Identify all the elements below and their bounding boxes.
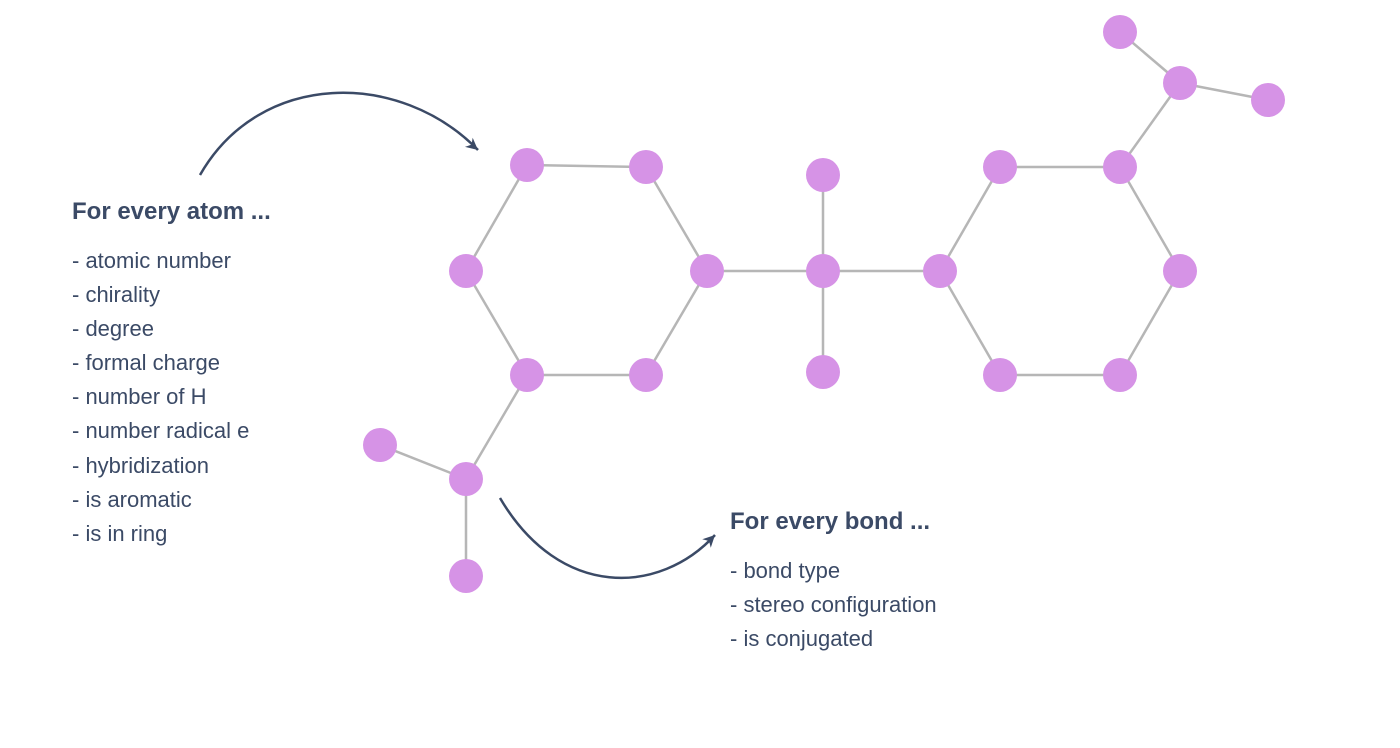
atom-heading: For every atom ... [72, 198, 271, 226]
atom-node [806, 355, 840, 389]
molecule-nodes [363, 15, 1285, 593]
bond-edge [940, 167, 1000, 271]
bond-features-block: For every bond ... - bond type- stereo c… [730, 508, 937, 656]
bond-edge [646, 271, 707, 375]
bond-item: - is conjugated [730, 622, 937, 656]
atom-node [449, 559, 483, 593]
bond-item: - bond type [730, 554, 937, 588]
atom-node [363, 428, 397, 462]
bond-edge [380, 445, 466, 479]
atom-node [983, 150, 1017, 184]
bond-heading: For every bond ... [730, 508, 937, 536]
atom-item: - hybridization [72, 449, 271, 483]
bond-items-list: - bond type- stereo configuration- is co… [730, 554, 937, 656]
atom-node [1103, 150, 1137, 184]
bond-edge [1120, 167, 1180, 271]
atom-item: - is aromatic [72, 483, 271, 517]
atom-node [923, 254, 957, 288]
bond-edge [466, 165, 527, 271]
atom_arrow [200, 93, 478, 175]
atom-features-block: For every atom ... - atomic number- chir… [72, 198, 271, 551]
bond-edge [1180, 83, 1268, 100]
bond-edge [466, 271, 527, 375]
bond-edge [940, 271, 1000, 375]
atom-node [806, 158, 840, 192]
atom-node [1251, 83, 1285, 117]
arrow-head [702, 535, 715, 548]
bond-edge [527, 165, 646, 167]
atom-item: - degree [72, 312, 271, 346]
atom-node [1103, 15, 1137, 49]
bond_arrow [500, 498, 715, 578]
atom-node [983, 358, 1017, 392]
bond-edge [1120, 32, 1180, 83]
bond-edge [466, 375, 527, 479]
annotation-arrows [200, 93, 715, 578]
atom-item: - number of H [72, 380, 271, 414]
atom-node [1163, 66, 1197, 100]
atom-node [629, 150, 663, 184]
bond-edge [646, 167, 707, 271]
atom-item: - chirality [72, 278, 271, 312]
atom-node [510, 148, 544, 182]
atom-item: - atomic number [72, 244, 271, 278]
bond-edge [1120, 271, 1180, 375]
bond-item: - stereo configuration [730, 588, 937, 622]
atom-item: - number radical e [72, 414, 271, 448]
atom-node [449, 254, 483, 288]
atom-node [510, 358, 544, 392]
bond-edge [1120, 83, 1180, 167]
atom-node [449, 462, 483, 496]
atom-items-list: - atomic number- chirality- degree- form… [72, 244, 271, 551]
atom-node [806, 254, 840, 288]
atom-item: - formal charge [72, 346, 271, 380]
arrow-head [465, 138, 478, 150]
atom-node [690, 254, 724, 288]
atom-node [1163, 254, 1197, 288]
atom-node [629, 358, 663, 392]
atom-item: - is in ring [72, 517, 271, 551]
molecule-edges [380, 32, 1268, 576]
atom-node [1103, 358, 1137, 392]
